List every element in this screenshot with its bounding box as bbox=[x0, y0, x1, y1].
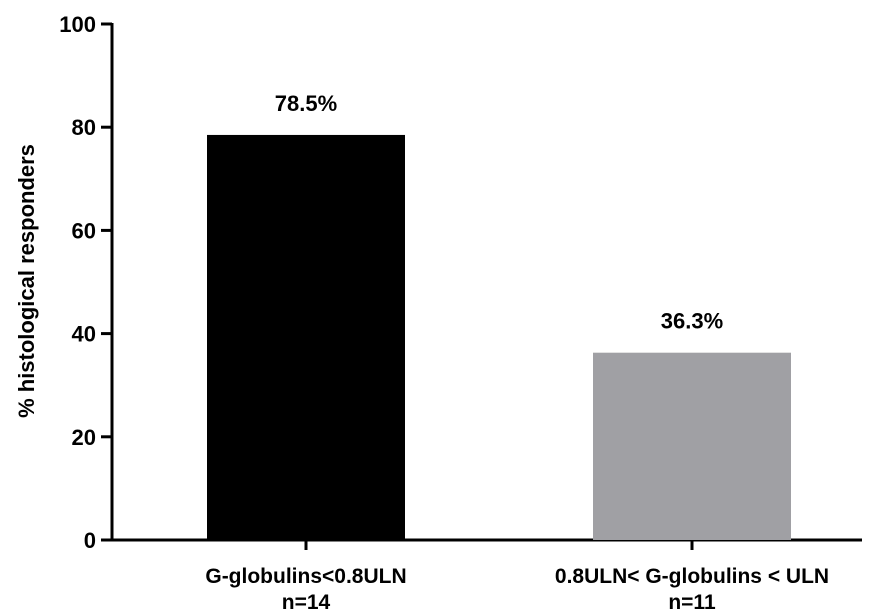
category-sample-size: n=14 bbox=[282, 591, 331, 614]
y-tick-label: 100 bbox=[59, 12, 96, 37]
category-sample-size: n=11 bbox=[668, 591, 716, 614]
y-tick-label: 20 bbox=[72, 425, 96, 450]
bar bbox=[593, 352, 791, 540]
y-tick-label: 80 bbox=[72, 115, 96, 140]
y-tick-label: 0 bbox=[84, 528, 96, 553]
category-label: 0.8ULN< G-globulins < ULN bbox=[555, 565, 829, 588]
x-axis bbox=[110, 538, 862, 550]
y-axis: 0 20 40 60 80 100 bbox=[59, 12, 114, 553]
data-labels: 78.5% 36.3% bbox=[275, 91, 723, 334]
category-labels: G-globulins<0.8ULN n=14 0.8ULN< G-globulin… bbox=[205, 565, 829, 614]
category-label: G-globulins<0.8ULN bbox=[205, 565, 406, 588]
bar bbox=[207, 134, 405, 540]
y-tick-label: 60 bbox=[72, 218, 96, 243]
y-axis-title: % histological responders bbox=[14, 144, 39, 418]
bars bbox=[207, 134, 791, 540]
y-tick-label: 40 bbox=[72, 322, 96, 347]
bar-value-label: 78.5% bbox=[275, 91, 337, 116]
bar-value-label: 36.3% bbox=[661, 309, 723, 334]
